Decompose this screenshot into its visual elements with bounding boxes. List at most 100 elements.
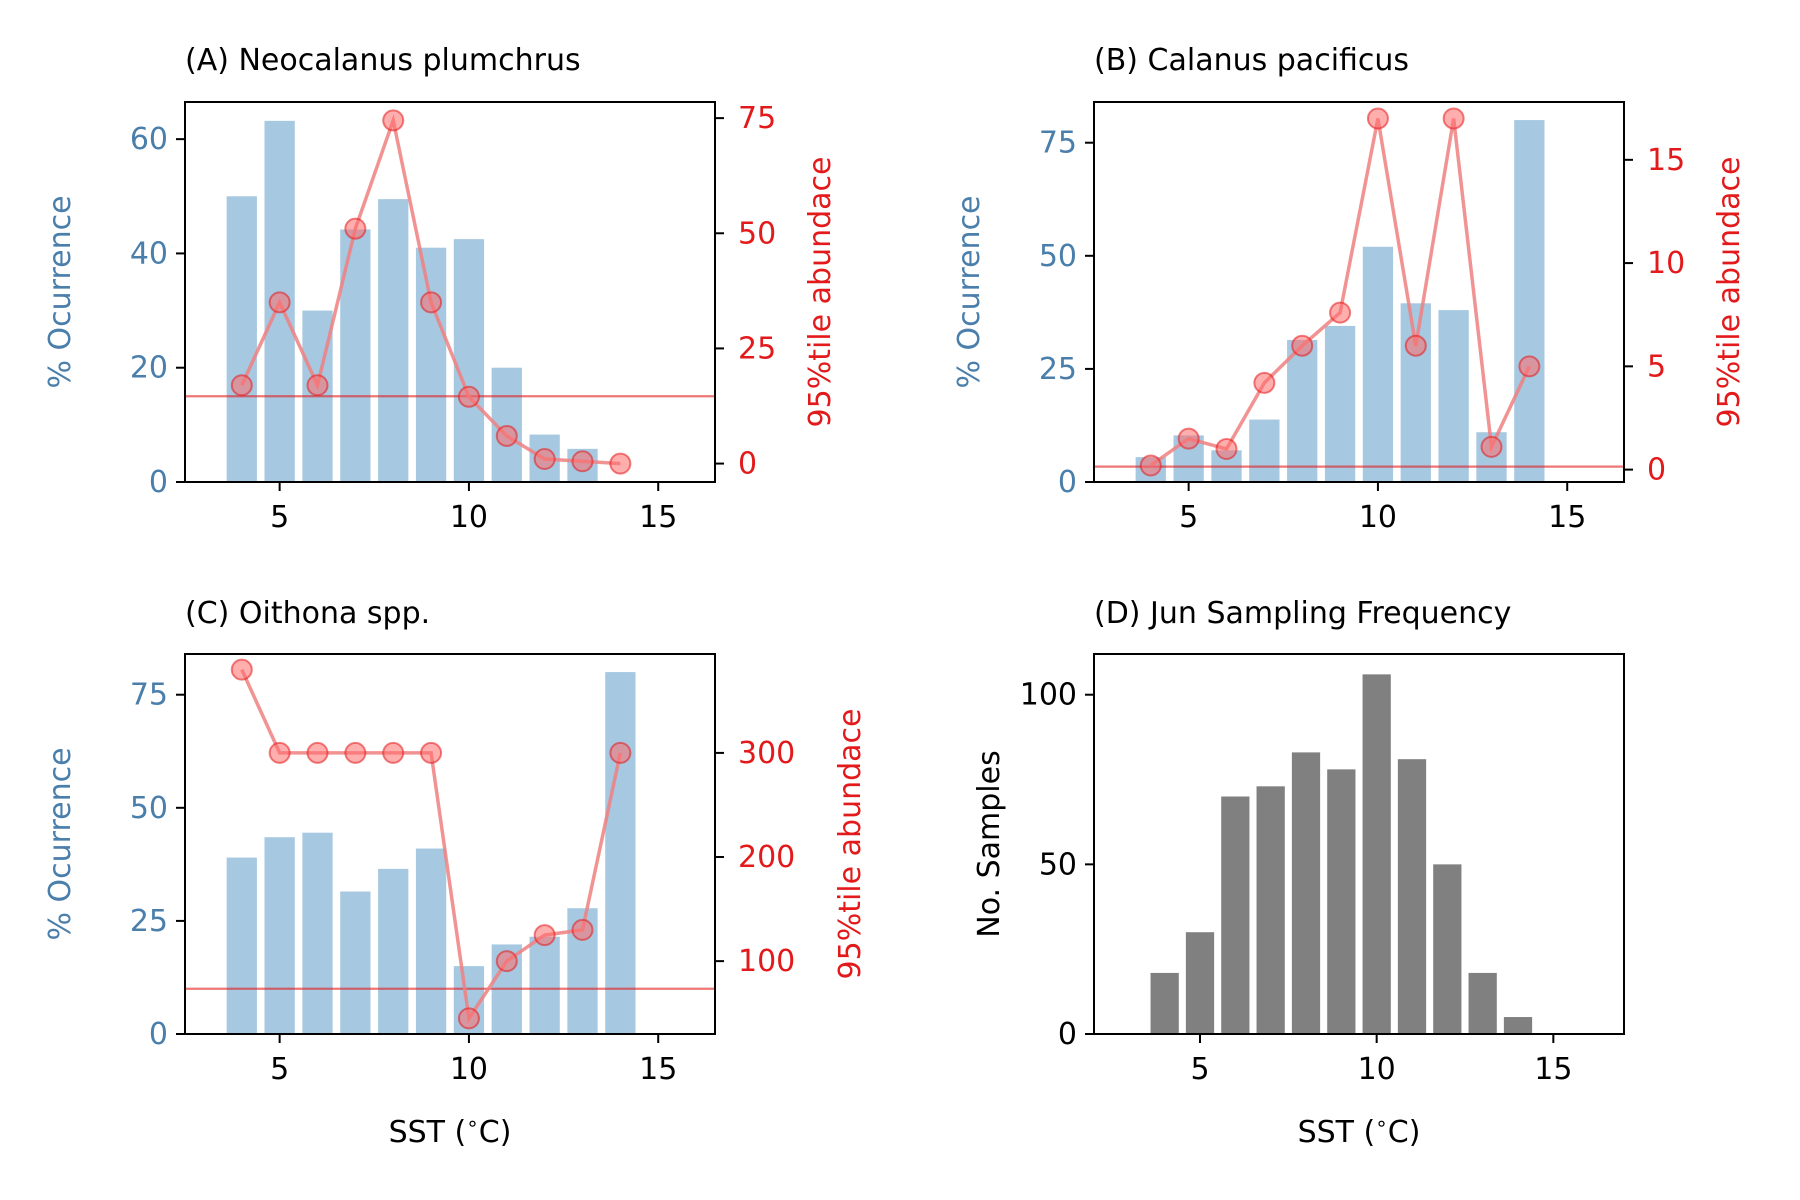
panel-b-y2-tick-label: 5: [1647, 349, 1666, 384]
panel-b-frame: [1093, 101, 1625, 483]
panel-b-y-tick-label: 75: [1039, 126, 1077, 161]
panel-a-abundance-point: [306, 374, 329, 397]
panel-c-abundance-point: [533, 924, 556, 947]
panel-c-y2-tick-label: 100: [738, 944, 795, 979]
panel-a-abundance-point: [268, 291, 291, 314]
panel-b-y-tick-label: 50: [1039, 239, 1077, 274]
panel-d-bar: [1362, 674, 1391, 1034]
panel-b-x-tick-label: 10: [1359, 500, 1397, 535]
panel-a-y2-tick-label: 75: [738, 101, 776, 136]
panel-a-abundance-point: [382, 109, 405, 132]
panel-b-abundance-point: [1177, 427, 1200, 450]
panel-a-title: (A) Neocalanus plumchrus: [185, 43, 581, 78]
panel-b-y-axis-label: % Ocurrence: [952, 195, 987, 388]
panel-b-y2-tick-label: 0: [1647, 453, 1666, 488]
panel-b-abundance-point: [1518, 355, 1541, 378]
panel-d-bar: [1150, 972, 1179, 1034]
panel-c-title: (C) Oithona spp.: [185, 596, 430, 631]
panel-a-x-tick-label: 15: [639, 500, 677, 535]
panel-c-bar: [415, 848, 447, 1034]
panel-b-abundance-point: [1291, 334, 1314, 357]
panel-d-bar: [1256, 786, 1285, 1034]
panel-c-bar: [378, 868, 409, 1034]
panel-b: (B) Calanus pacificus 5 10 15 0 25 50 75 0 5 10 15…: [952, 43, 1747, 535]
panel-c-x-tick-label: 10: [450, 1052, 488, 1087]
panel-c-bar: [264, 837, 295, 1034]
panel-b-abundance-point: [1253, 371, 1276, 394]
panel-b-abundance-point: [1139, 454, 1162, 477]
panel-c-y-axis-label: % Ocurrence: [43, 747, 78, 940]
panel-d-bar: [1327, 769, 1356, 1034]
panel-d-y-tick-label: 0: [1058, 1017, 1077, 1052]
panel-a-bar: [453, 239, 485, 482]
panel-c-bar: [302, 832, 333, 1034]
panel-d: (D) Jun Sampling Frequency 5 10 15 0 50 100 No…: [972, 596, 1625, 1150]
panel-d-x-axis-label: SST (∘C): [1298, 1111, 1421, 1150]
panel-c-y2-axis-label: 95%tile abundace: [833, 709, 868, 980]
panel-d-bar: [1221, 796, 1250, 1034]
panel-a-y-tick-label: 0: [149, 465, 168, 500]
panel-c-abundance-point: [344, 741, 367, 764]
panel-c-abundance-point: [609, 741, 632, 764]
panel-c-bar: [226, 857, 257, 1034]
panel-b-bar: [1514, 120, 1545, 482]
panel-c-x-axis-label: SST (∘C): [389, 1111, 512, 1150]
panel-a-y2-tick-label: 50: [738, 216, 776, 251]
panel-d-x-tick-label: 10: [1358, 1052, 1396, 1087]
panel-c-y2-tick-label: 300: [738, 736, 795, 771]
panel-b-y-tick-label: 0: [1058, 465, 1077, 500]
panel-d-bar: [1291, 752, 1321, 1034]
panel-d-x-tick-label: 15: [1534, 1052, 1572, 1087]
panel-b-y2-tick-label: 15: [1647, 143, 1685, 178]
panel-c-bar: [529, 936, 560, 1034]
panel-b-abundance-point: [1329, 301, 1352, 324]
panel-c-abundance-point: [306, 741, 329, 764]
panel-c-abundance-point: [268, 741, 291, 764]
panel-a-y-axis-label: % Ocurrence: [43, 195, 78, 388]
panel-a-y2-axis-label: 95%tile abundace: [803, 157, 838, 428]
panel-c-x-tick-label: 15: [639, 1052, 677, 1087]
panel-b-y2-tick-label: 10: [1647, 246, 1685, 281]
panel-c-y-tick-label: 0: [149, 1017, 168, 1052]
panel-b-y-tick-label: 25: [1039, 352, 1077, 387]
panel-a-y-tick-label: 20: [130, 351, 168, 386]
panel-a-abundance-point: [495, 424, 518, 447]
panel-a-x-tick-label: 5: [270, 500, 289, 535]
panel-c-abundance-point: [382, 741, 405, 764]
panel-b-abundance-point: [1215, 437, 1238, 460]
panel-c-bar: [340, 891, 371, 1034]
panel-a-abundance-point: [230, 374, 253, 397]
panel-b-abundance-point: [1480, 435, 1503, 458]
panel-c-y2-tick-label: 200: [738, 840, 795, 875]
panel-d-frame: [1093, 653, 1625, 1035]
panel-b-bar: [1287, 339, 1318, 482]
panel-b-y2-axis-label: 95%tile abundace: [1712, 157, 1747, 428]
panel-c-abundance-point: [420, 741, 443, 764]
panel-b-bar: [1362, 246, 1394, 482]
panel-a-abundance-point: [571, 450, 594, 473]
panel-d-y-axis-label: No. Samples: [972, 750, 1007, 937]
panel-a-x-tick-label: 10: [450, 500, 488, 535]
panel-c-y-tick-label: 75: [130, 678, 168, 713]
panel-c-abundance-point: [571, 918, 594, 941]
panel-b-x-tick-label: 5: [1179, 500, 1198, 535]
panel-a-y-tick-label: 40: [130, 236, 168, 271]
panel-c-frame: [184, 653, 716, 1035]
panel-d-y-tick-label: 100: [1020, 678, 1077, 713]
panel-b-abundance-point: [1442, 107, 1465, 130]
panel-a-abundance-point: [344, 217, 367, 240]
panel-d-bar: [1397, 759, 1427, 1034]
panel-a-y2-tick-label: 0: [738, 447, 757, 482]
panel-a-bar: [226, 196, 257, 483]
panel-a-bar: [415, 247, 447, 482]
panel-b-bar: [1400, 303, 1431, 482]
panel-b-bar: [1324, 325, 1356, 482]
panel-a-bar: [378, 199, 409, 482]
panel-a-frame: [184, 101, 716, 483]
panel-b-title: (B) Calanus pacificus: [1094, 43, 1409, 78]
panel-a-abundance-point: [609, 452, 632, 475]
panel-a: (A) Neocalanus plumchrus 5 10 15 0 20 40 60 0 25…: [43, 43, 838, 535]
panel-d-title: (D) Jun Sampling Frequency: [1094, 596, 1511, 631]
panel-a-abundance-point: [420, 291, 443, 314]
